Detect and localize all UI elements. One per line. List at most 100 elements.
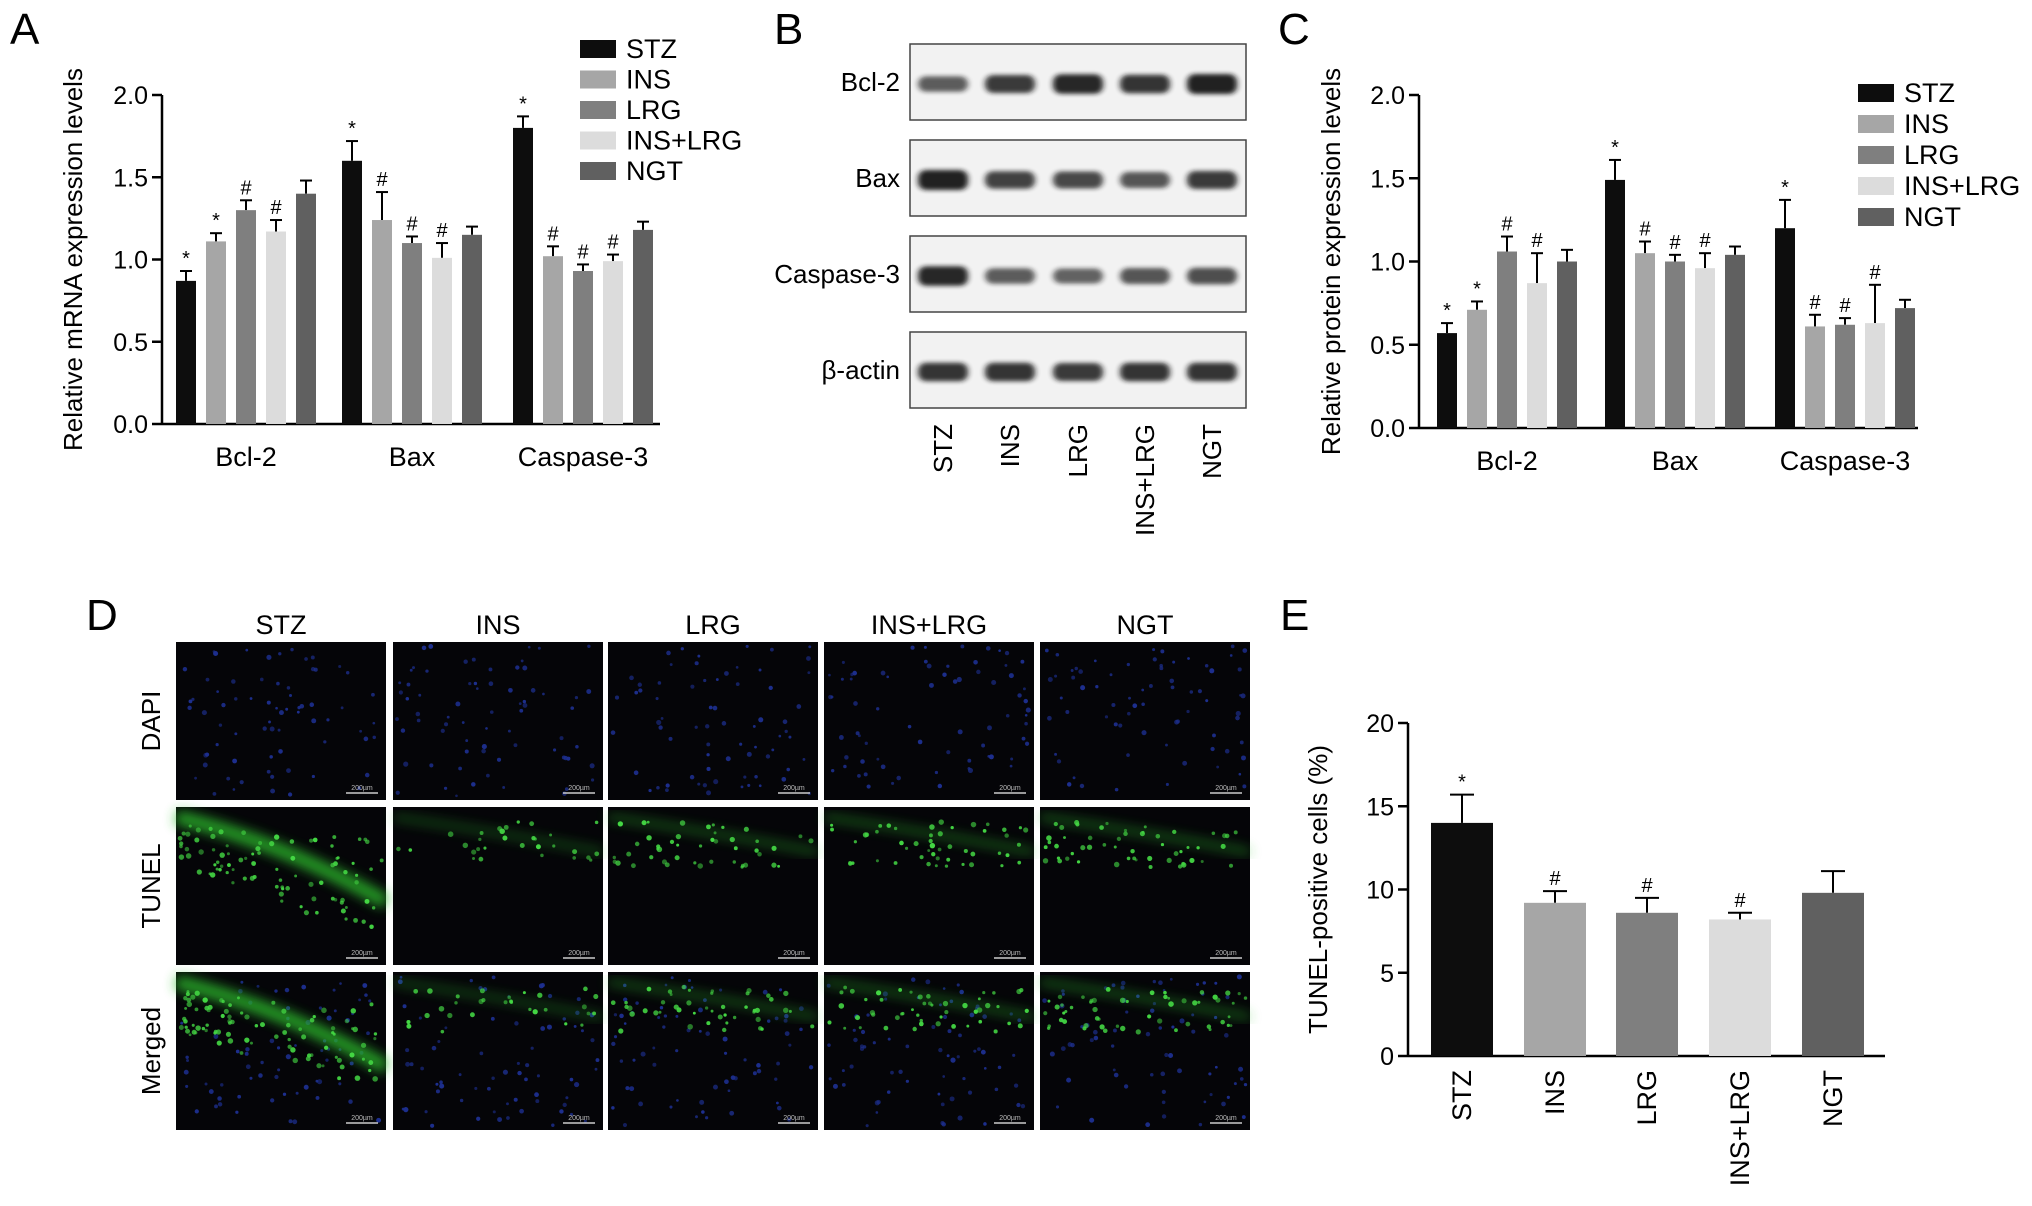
chart-a-legend-swatch <box>580 131 616 150</box>
tunel-positive-cell <box>549 833 553 837</box>
tunel-positive-cell <box>186 1001 193 1008</box>
blot-band <box>1053 171 1103 189</box>
tunel-positive-cell <box>244 1014 250 1020</box>
dapi-nucleus <box>232 788 236 791</box>
dapi-nucleus <box>418 1016 422 1020</box>
dapi-nucleus <box>638 1101 644 1107</box>
tunel-positive-cell <box>963 848 968 854</box>
dapi-nucleus <box>695 1115 698 1119</box>
dapi-nucleus <box>458 766 463 771</box>
micrograph-background <box>393 972 603 1130</box>
dapi-nucleus <box>1109 673 1113 677</box>
dapi-nucleus <box>1020 659 1025 664</box>
dapi-nucleus <box>1010 757 1014 761</box>
tunel-positive-cell <box>216 1040 222 1046</box>
dapi-nucleus <box>721 721 727 726</box>
dapi-nucleus <box>304 657 308 661</box>
dapi-nucleus <box>185 1055 189 1060</box>
tunel-positive-cell <box>373 1032 378 1036</box>
dapi-nucleus <box>405 1061 411 1067</box>
blot-band <box>918 362 968 382</box>
dapi-nucleus <box>967 767 971 770</box>
chart-c-bar <box>1437 333 1457 428</box>
dapi-nucleus <box>743 1058 747 1062</box>
tunel-positive-cell <box>269 841 275 847</box>
tunel-positive-cell <box>1157 1018 1163 1024</box>
tunel-positive-cell <box>617 821 624 827</box>
tunel-positive-cell <box>255 846 261 852</box>
tunel-positive-cell <box>188 1033 192 1037</box>
dapi-nucleus <box>743 775 747 779</box>
tunel-positive-cell <box>766 993 771 998</box>
tunel-positive-cell <box>939 1015 943 1019</box>
tunel-positive-cell <box>913 841 919 847</box>
dapi-nucleus <box>1223 1033 1229 1038</box>
tunel-positive-cell <box>675 833 682 840</box>
panel-label-c: C <box>1278 5 1310 54</box>
dapi-nucleus <box>1165 782 1169 786</box>
dapi-nucleus <box>594 1067 598 1071</box>
tunel-positive-cell <box>580 1023 584 1027</box>
dapi-nucleus <box>522 703 528 708</box>
chart-a-significance-mark: * <box>182 248 190 270</box>
dapi-nucleus <box>182 666 188 672</box>
tunel-positive-cell <box>344 906 348 909</box>
chart-c-y-tick-label: 0.0 <box>1370 415 1405 443</box>
tunel-positive-cell <box>935 1021 941 1027</box>
dapi-nucleus <box>266 769 271 774</box>
tunel-positive-cell <box>220 1013 225 1019</box>
chart-a-bar <box>543 256 563 424</box>
dapi-nucleus <box>502 1069 508 1075</box>
tunel-positive-cell <box>743 862 749 868</box>
dapi-nucleus <box>368 999 372 1003</box>
dapi-nucleus <box>1089 1117 1095 1123</box>
dapi-nucleus <box>1189 690 1194 694</box>
tunel-positive-cell <box>624 1004 629 1010</box>
dapi-nucleus <box>309 702 315 707</box>
dapi-nucleus <box>1159 666 1164 671</box>
tunel-positive-cell <box>184 846 190 852</box>
dapi-nucleus <box>988 754 994 760</box>
dapi-nucleus <box>694 725 698 729</box>
dapi-nucleus <box>706 753 710 757</box>
tunel-positive-cell <box>219 864 224 868</box>
tunel-positive-cell <box>878 823 883 828</box>
dapi-nucleus <box>776 1061 780 1066</box>
dapi-nucleus <box>640 1051 646 1057</box>
dapi-nucleus <box>860 1029 866 1035</box>
tunel-positive-cell <box>1054 843 1059 849</box>
tunel-positive-cell <box>290 1047 296 1053</box>
dapi-nucleus <box>1059 696 1063 700</box>
micrograph-image: 200µm <box>392 807 604 965</box>
tunel-positive-cell <box>219 852 225 858</box>
chart-a-legend-label: LRG <box>626 95 682 125</box>
scale-bar-label: 200µm <box>351 950 373 957</box>
dapi-nucleus <box>939 1003 942 1007</box>
tunel-positive-cell <box>743 826 749 832</box>
tunel-positive-cell <box>646 986 652 992</box>
dapi-nucleus <box>435 1089 440 1094</box>
tunel-positive-cell <box>406 1023 412 1029</box>
dapi-nucleus <box>506 1116 510 1120</box>
tunel-positive-cell <box>1018 826 1022 830</box>
dapi-nucleus <box>490 1016 495 1021</box>
chart-a-legend-swatch <box>580 40 616 58</box>
tunel-positive-cell <box>1147 855 1153 862</box>
dapi-nucleus <box>1186 709 1190 714</box>
tunel-positive-cell <box>365 839 370 845</box>
dapi-nucleus <box>1070 669 1074 672</box>
dapi-nucleus <box>459 1098 464 1103</box>
tunel-positive-cell <box>1002 827 1007 833</box>
tunel-positive-cell <box>185 831 191 837</box>
tunel-positive-cell <box>848 860 853 865</box>
dapi-nucleus <box>409 1062 414 1067</box>
tunel-positive-cell <box>593 993 599 1000</box>
tunel-positive-cell <box>693 861 697 865</box>
tunel-positive-cell <box>704 1006 709 1010</box>
dapi-nucleus <box>657 681 662 685</box>
tunel-positive-cell <box>287 1044 292 1049</box>
dapi-nucleus <box>779 988 783 992</box>
dapi-nucleus <box>491 975 496 980</box>
tunel-positive-cell <box>337 1076 342 1081</box>
